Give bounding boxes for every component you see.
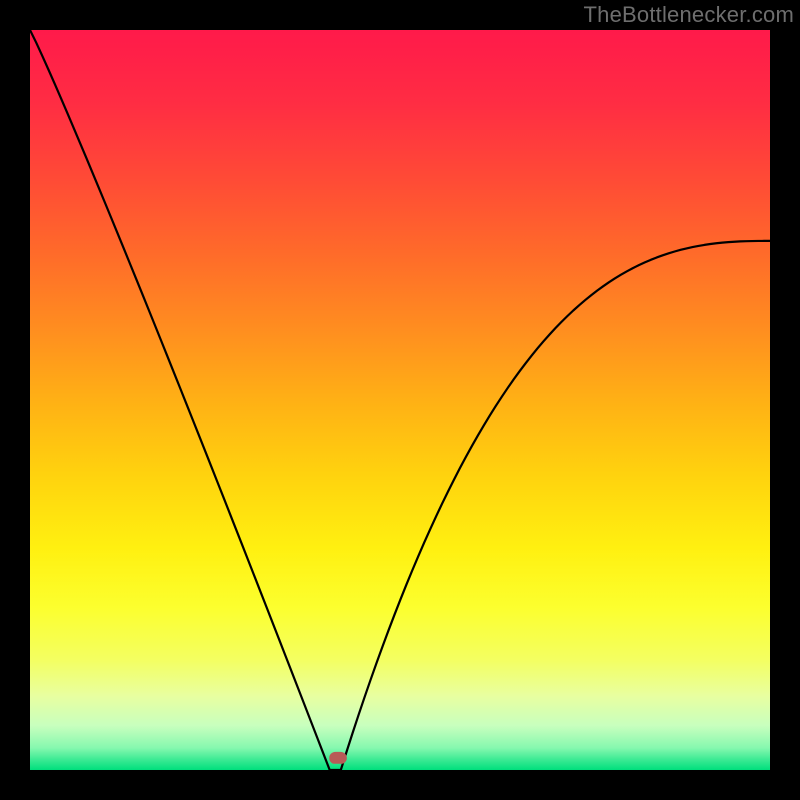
watermark-text: TheBottlenecker.com bbox=[584, 2, 794, 28]
chart-stage: TheBottlenecker.com bbox=[0, 0, 800, 800]
plot-svg bbox=[30, 30, 770, 770]
gradient-background bbox=[30, 30, 770, 770]
optimum-marker-shape bbox=[329, 752, 347, 765]
optimum-marker bbox=[329, 751, 347, 764]
plot-area bbox=[30, 30, 770, 770]
